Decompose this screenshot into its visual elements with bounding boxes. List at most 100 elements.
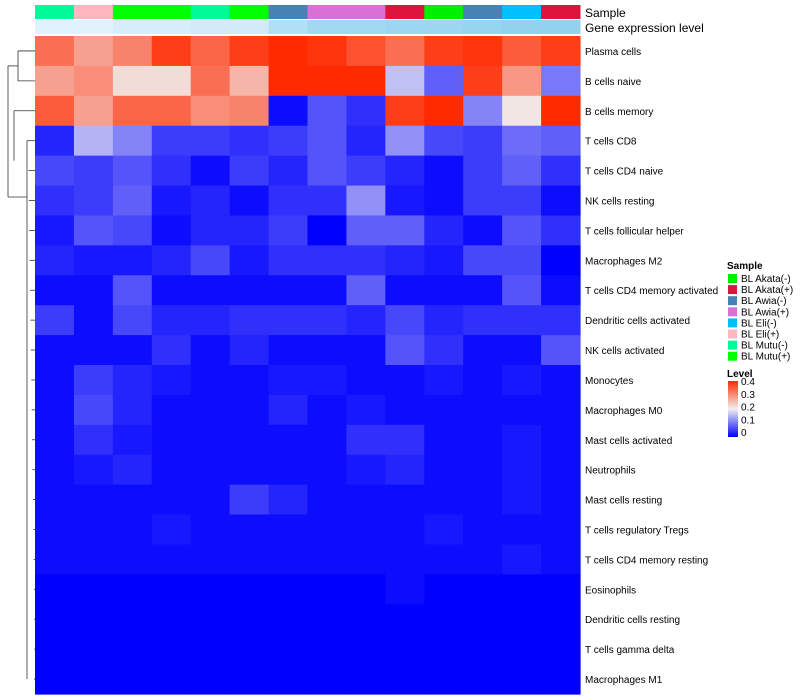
- heatmap-cell: [307, 634, 348, 665]
- heatmap-cell: [151, 424, 192, 456]
- heatmap-cell: [346, 574, 386, 605]
- heatmap-cell: [502, 514, 542, 546]
- heatmap-cell: [229, 634, 270, 665]
- heatmap-cell: [190, 36, 231, 67]
- heatmap-cell: [73, 185, 114, 217]
- heatmap-cell: [151, 335, 192, 366]
- row-label: Mast cells activated: [585, 436, 672, 447]
- heatmap-cell: [307, 664, 348, 695]
- heatmap-cell: [190, 275, 231, 306]
- sample-annotation-cell: [151, 5, 192, 19]
- heatmap-cell: [35, 544, 75, 575]
- heatmap-cell: [268, 125, 309, 157]
- heatmap-cell: [502, 365, 542, 396]
- heatmap-cell: [35, 185, 75, 217]
- level-tick-label: 0.3: [741, 390, 755, 401]
- legend-swatch: [728, 329, 737, 339]
- heatmap-cell: [307, 394, 348, 426]
- heatmap-cell: [463, 65, 503, 97]
- heatmap-cell: [424, 544, 464, 575]
- heatmap-cell: [502, 95, 542, 127]
- heatmap-cell: [229, 424, 270, 456]
- heatmap-cell: [541, 664, 581, 695]
- heatmap-cell: [112, 484, 153, 516]
- expression-annotation-cell: [385, 20, 425, 34]
- heatmap-cell: [112, 394, 153, 426]
- heatmap-cell: [424, 664, 464, 695]
- heatmap-cell: [190, 335, 231, 366]
- heatmap-cell: [346, 664, 386, 695]
- heatmap-cell: [268, 335, 309, 366]
- row-label: Dendritic cells activated: [585, 316, 690, 327]
- heatmap-cell: [346, 215, 386, 246]
- heatmap-cell: [502, 275, 542, 306]
- row-label: NK cells resting: [585, 197, 654, 208]
- heatmap-cell: [463, 245, 503, 276]
- heatmap-cell: [229, 604, 270, 635]
- heatmap-cell: [541, 95, 581, 127]
- heatmap-cell: [268, 185, 309, 217]
- heatmap-cell: [541, 424, 581, 456]
- heatmap-cell: [73, 36, 114, 67]
- expression-annotation-cell: [268, 20, 308, 34]
- expression-annotation-cell: [229, 20, 270, 34]
- heatmap-cell: [268, 65, 309, 97]
- heatmap-cell: [151, 604, 192, 635]
- heatmap-cell: [307, 305, 348, 336]
- heatmap-cell: [151, 365, 192, 396]
- heatmap-cell: [35, 335, 75, 366]
- heatmap-cell: [190, 544, 231, 575]
- heatmap-cell: [463, 305, 503, 336]
- heatmap-cell: [151, 95, 192, 127]
- heatmap-cell: [151, 125, 192, 157]
- heatmap-cell: [346, 365, 386, 396]
- legend: Sample BL Akata(-)BL Akata(+)BL Awia(-)B…: [727, 261, 793, 439]
- heatmap-cell: [190, 424, 231, 456]
- heatmap-cell: [151, 245, 192, 276]
- heatmap-cell: [268, 544, 309, 575]
- row-dendrogram: [7, 50, 35, 680]
- expression-annotation-cell: [35, 20, 75, 34]
- row-label: T cells CD8: [585, 137, 637, 148]
- heatmap-cell: [502, 544, 542, 575]
- annotation-label-sample: Sample: [585, 6, 626, 20]
- level-tick-label: 0.4: [741, 377, 755, 388]
- heatmap-cell: [35, 484, 75, 516]
- heatmap-cell: [112, 335, 153, 366]
- heatmap-cell: [502, 36, 542, 67]
- heatmap-cell: [190, 454, 231, 486]
- heatmap-cell: [463, 664, 503, 695]
- heatmap-cell: [151, 634, 192, 665]
- heatmap-cell: [502, 634, 542, 665]
- heatmap-cell: [502, 305, 542, 336]
- heatmap-cell: [307, 365, 348, 396]
- legend-swatch: [728, 307, 737, 317]
- heatmap-cell: [346, 305, 386, 336]
- heatmap-cell: [307, 335, 348, 366]
- heatmap-cell: [35, 95, 75, 127]
- legend-label: BL Akata(+): [741, 285, 793, 296]
- heatmap-cell: [346, 484, 386, 516]
- heatmap-cell: [190, 664, 231, 695]
- heatmap-cell: [229, 335, 270, 366]
- legend-swatch: [728, 340, 737, 350]
- heatmap-cell: [268, 514, 309, 546]
- expression-annotation-cell: [73, 20, 114, 34]
- heatmap-cell: [268, 365, 309, 396]
- legend-swatch: [728, 296, 737, 306]
- heatmap-cell: [151, 544, 192, 575]
- row-label: Dendritic cells resting: [585, 615, 680, 626]
- heatmap-cell: [151, 484, 192, 516]
- heatmap-cell: [502, 215, 542, 246]
- heatmap-cell: [35, 454, 75, 486]
- heatmap-cell: [190, 155, 231, 187]
- heatmap-cell: [112, 185, 153, 217]
- heatmap-cell: [190, 394, 231, 426]
- heatmap-cell: [424, 634, 464, 665]
- heatmap-cell: [307, 125, 348, 157]
- heatmap-cell: [541, 305, 581, 336]
- heatmap-cell: [112, 245, 153, 276]
- heatmap-cell: [424, 365, 464, 396]
- heatmap-cell: [385, 245, 425, 276]
- heatmap-cell: [385, 335, 425, 366]
